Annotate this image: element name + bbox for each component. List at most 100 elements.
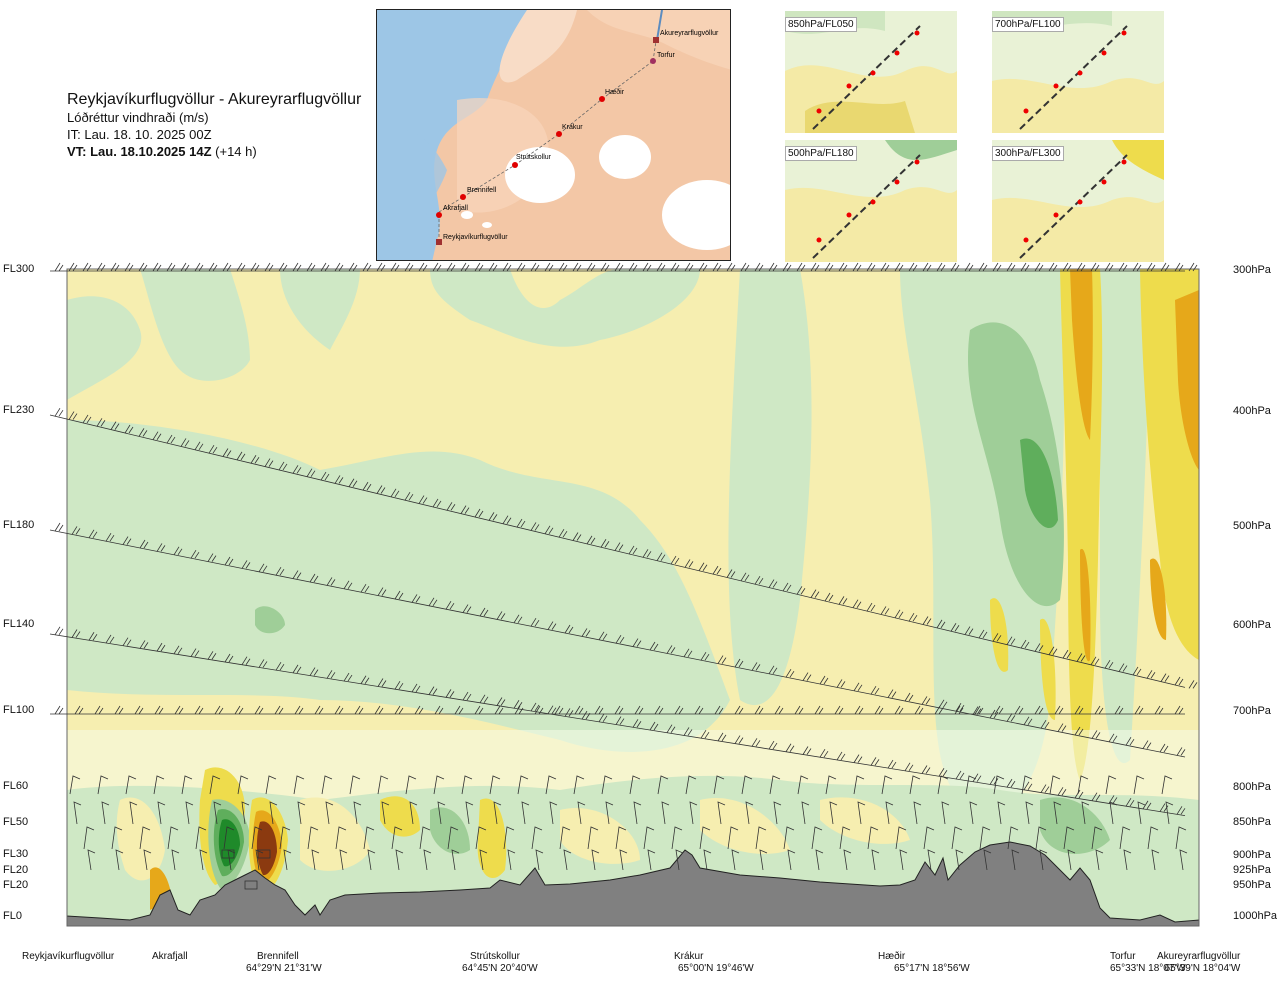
wind-barb	[785, 743, 795, 752]
waypoint-reykjavik: Reykjavíkurflugvöllur	[22, 951, 114, 963]
wind-barb	[1091, 730, 1101, 739]
wind-barb	[615, 826, 627, 850]
wind-barb	[563, 849, 572, 871]
wind-barb	[1188, 262, 1198, 272]
wind-barb	[156, 543, 166, 552]
wind-barb	[782, 582, 792, 592]
wind-barb	[223, 826, 235, 850]
wind-barb	[969, 801, 978, 825]
wind-barb	[1174, 676, 1184, 686]
wind-barb	[114, 705, 124, 715]
wind-barb	[405, 775, 417, 795]
fl-label-300: FL300	[3, 263, 35, 275]
wind-barb	[586, 262, 596, 272]
wind-barb	[87, 849, 96, 871]
wind-barb	[394, 680, 404, 690]
wind-barb	[965, 775, 977, 795]
wind-barb	[1104, 659, 1114, 669]
waypoint-name: Reykjavíkurflugvöllur	[22, 951, 115, 962]
wind-barb	[964, 626, 974, 635]
wind-barb	[703, 849, 712, 871]
wind-barb	[754, 262, 764, 272]
waypoint-name: Torfur	[1110, 951, 1136, 962]
wind-barb	[180, 262, 190, 272]
wind-barb	[647, 849, 656, 871]
wind-barb	[666, 645, 676, 654]
wind-barb	[110, 262, 120, 272]
wind-barb	[787, 849, 796, 871]
wind-barb	[390, 262, 400, 272]
wind-barb	[801, 801, 810, 825]
wind-barb	[1067, 849, 1076, 871]
wind-barb	[657, 775, 669, 795]
wind-barb	[275, 661, 285, 671]
wind-barb	[629, 775, 641, 795]
waypoint-name: Krákur	[674, 951, 704, 962]
wind-barb	[1188, 680, 1198, 689]
wind-barb	[628, 545, 638, 555]
wind-barb	[354, 705, 364, 715]
wind-barb	[460, 262, 470, 272]
wind-barb	[513, 614, 523, 624]
pa-label-950: 950hPa	[1233, 879, 1271, 891]
wind-barb	[1076, 262, 1086, 272]
wind-barb	[1146, 262, 1156, 272]
wind-barb	[768, 262, 778, 272]
wind-barb	[348, 262, 358, 272]
wind-barb	[105, 532, 115, 542]
wind-barb	[381, 801, 390, 825]
wind-barb	[713, 775, 725, 795]
wind-barb	[446, 262, 456, 272]
wind-barb	[255, 849, 264, 871]
wind-barb	[83, 826, 95, 850]
wind-barb	[530, 262, 540, 272]
wind-barb	[514, 705, 524, 715]
wind-barb	[899, 849, 908, 871]
wind-barb	[836, 679, 846, 688]
wind-barb	[71, 629, 81, 638]
waypoint-name: Akrafjall	[152, 951, 188, 962]
waypoint-name: Akureyrarflugvöllur	[1157, 951, 1241, 962]
wind-barb	[950, 623, 960, 632]
wind-barb	[922, 262, 932, 272]
wind-barb	[516, 518, 526, 528]
wind-barb	[437, 801, 446, 825]
wind-barb	[326, 577, 336, 586]
wind-barb	[937, 775, 949, 795]
wind-barb	[1090, 656, 1100, 666]
wind-barb	[954, 705, 964, 715]
pa-label-400: 400hPa	[1233, 405, 1271, 417]
wind-barb	[241, 560, 251, 569]
wind-barb	[870, 685, 880, 695]
wind-barb	[297, 801, 306, 825]
wind-barb	[1053, 801, 1062, 825]
wind-barb	[222, 262, 232, 272]
wind-barb	[824, 262, 834, 272]
wind-barb	[1040, 784, 1050, 793]
pa-label-600: 600hPa	[1233, 619, 1271, 631]
wind-barb	[1125, 797, 1135, 807]
wind-barb	[843, 849, 852, 871]
wind-barb	[1134, 705, 1144, 715]
wind-barb	[717, 655, 727, 664]
wind-barb	[768, 579, 778, 588]
wind-barb	[194, 262, 204, 272]
wind-barb	[685, 775, 697, 795]
wind-barb	[810, 262, 820, 272]
wind-barb	[1023, 716, 1033, 726]
wind-barb	[978, 262, 988, 272]
wind-barb	[306, 262, 316, 272]
wind-barb	[797, 775, 809, 795]
wind-barb	[700, 729, 710, 739]
wind-barb	[1023, 781, 1033, 791]
wind-barb	[1049, 775, 1061, 795]
wind-barb	[675, 849, 684, 871]
wind-barb	[989, 776, 999, 785]
wind-barb	[1151, 849, 1160, 871]
wind-barb	[834, 705, 844, 715]
wind-barb	[699, 826, 711, 850]
wind-barb	[1176, 806, 1186, 815]
wind-barb	[1048, 262, 1058, 272]
wind-barb	[619, 849, 628, 871]
wind-barb	[938, 699, 948, 709]
